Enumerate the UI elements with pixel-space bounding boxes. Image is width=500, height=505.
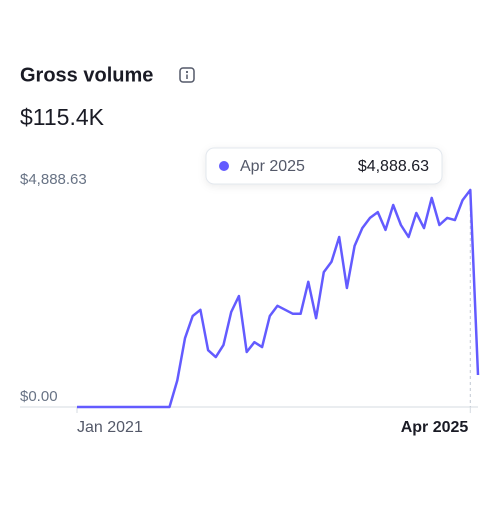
x-tick-label: Apr 2025	[401, 419, 469, 436]
x-tick-label: Jan 2021	[77, 419, 143, 436]
tooltip-value: $4,888.63	[358, 158, 429, 175]
info-icon[interactable]	[179, 67, 195, 83]
tooltip-box	[205, 147, 443, 185]
tooltip-label: Apr 2025	[240, 158, 305, 175]
total-value: $115.4K	[20, 104, 105, 130]
y-tick-label: $4,888.63	[20, 171, 87, 188]
series-line	[77, 188, 480, 409]
y-tick-label: $0.00	[20, 388, 58, 405]
tooltip-dot	[219, 161, 229, 171]
widget-title: Gross volume	[20, 64, 153, 86]
tooltip: Apr 2025 $4,888.63	[205, 147, 443, 185]
